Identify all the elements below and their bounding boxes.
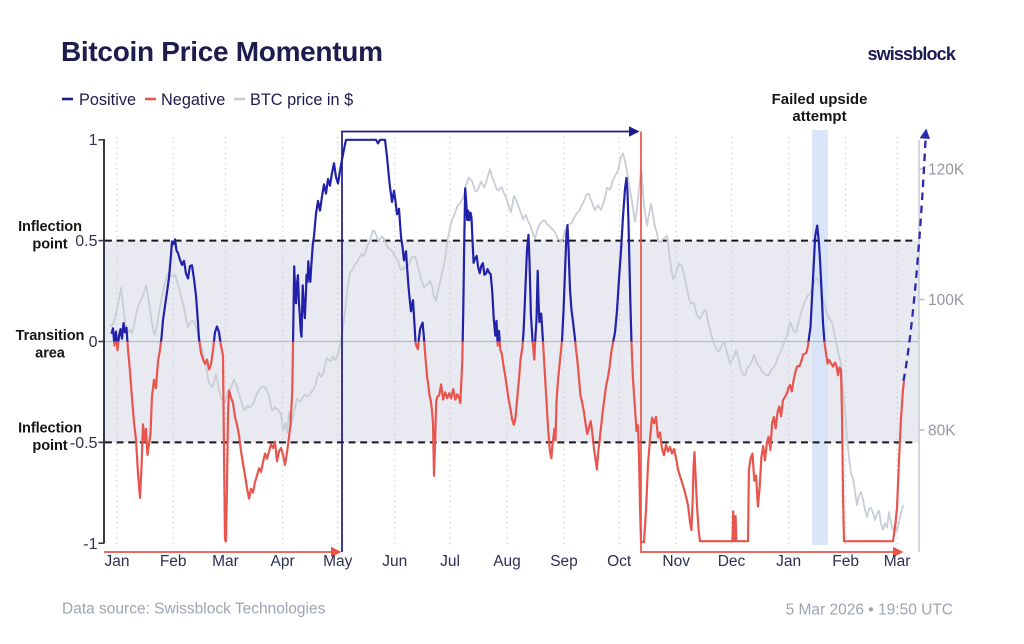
svg-text:Inflection: Inflection xyxy=(18,421,82,437)
svg-text:Failed upside: Failed upside xyxy=(772,91,868,108)
svg-text:-0.5: -0.5 xyxy=(70,435,98,452)
svg-text:0.5: 0.5 xyxy=(75,233,97,250)
svg-text:Bitcoin Price Momentum: Bitcoin Price Momentum xyxy=(61,36,383,67)
svg-text:Jul: Jul xyxy=(440,553,460,570)
svg-text:attempt: attempt xyxy=(792,108,846,125)
svg-text:1: 1 xyxy=(89,132,98,149)
svg-text:area: area xyxy=(35,346,66,362)
svg-text:Oct: Oct xyxy=(607,553,632,570)
svg-text:0: 0 xyxy=(89,334,98,351)
svg-text:Transition: Transition xyxy=(16,328,85,344)
svg-text:5 Mar 2026 • 19:50 UTC: 5 Mar 2026 • 19:50 UTC xyxy=(786,602,953,619)
svg-text:Apr: Apr xyxy=(271,553,295,570)
svg-text:Nov: Nov xyxy=(662,553,690,570)
svg-text:-1: -1 xyxy=(83,536,97,553)
svg-text:point: point xyxy=(32,438,67,454)
svg-text:100K: 100K xyxy=(928,292,965,309)
svg-text:Negative: Negative xyxy=(161,91,225,109)
svg-text:Jun: Jun xyxy=(382,553,407,570)
svg-text:Inflection: Inflection xyxy=(18,219,82,235)
svg-text:Mar: Mar xyxy=(212,553,239,570)
svg-text:80K: 80K xyxy=(928,423,956,440)
svg-text:Feb: Feb xyxy=(160,553,187,570)
svg-text:swissblock: swissblock xyxy=(867,44,956,64)
svg-text:Sep: Sep xyxy=(550,553,578,570)
svg-text:Jan: Jan xyxy=(776,553,801,570)
svg-text:Aug: Aug xyxy=(493,553,521,570)
svg-text:Data source: Swissblock Techno: Data source: Swissblock Technologies xyxy=(62,601,326,618)
svg-text:point: point xyxy=(32,237,67,253)
svg-text:Jan: Jan xyxy=(105,553,130,570)
svg-text:May: May xyxy=(323,553,353,570)
svg-text:Mar: Mar xyxy=(884,553,911,570)
svg-text:Positive: Positive xyxy=(79,91,136,109)
svg-text:Feb: Feb xyxy=(832,553,859,570)
svg-text:BTC price in $: BTC price in $ xyxy=(250,91,353,109)
svg-text:Dec: Dec xyxy=(718,553,746,570)
svg-text:120K: 120K xyxy=(928,162,965,179)
